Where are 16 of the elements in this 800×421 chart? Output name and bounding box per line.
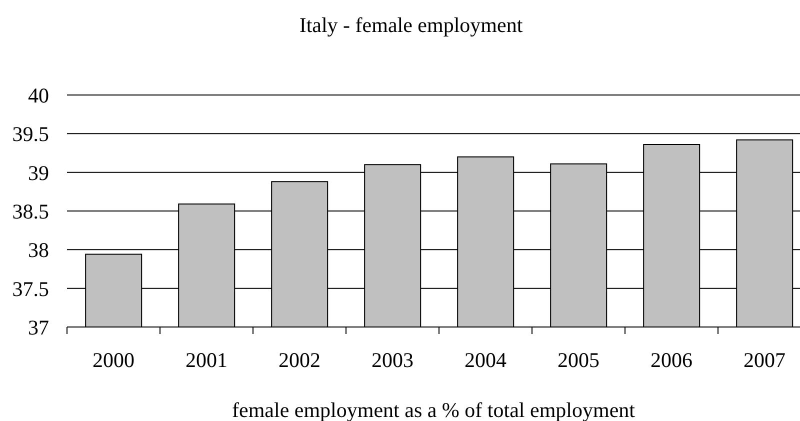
x-tick-label: 2002: [278, 348, 320, 372]
y-tick-label: 39: [28, 160, 49, 185]
y-tick-label: 37: [28, 315, 49, 340]
chart-title: Italy - female employment: [298, 13, 524, 37]
y-tick-label: 37.5: [12, 276, 49, 301]
x-tick-label: 2006: [650, 348, 692, 372]
y-tick-label: 39.5: [12, 122, 49, 146]
y-tick-label: 38: [28, 238, 49, 262]
x-tick-label: 2000: [92, 348, 134, 372]
x-tick-label: 2005: [558, 348, 600, 372]
x-tick-label: 2007: [744, 348, 786, 372]
x-tick-label: 2001: [186, 348, 228, 372]
x-tick-label: 2004: [464, 348, 507, 372]
y-tick-label: 40: [28, 83, 49, 108]
y-tick-label: 38.5: [12, 199, 49, 224]
x-tick-label: 2003: [372, 348, 414, 372]
